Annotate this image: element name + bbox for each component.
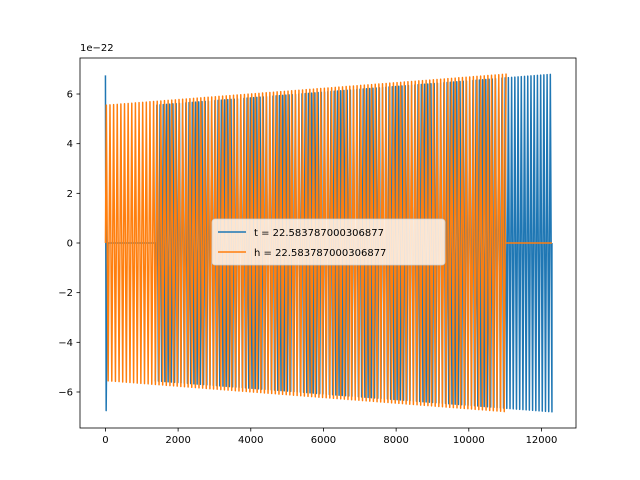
x-axis: 0 2000 4000 6000 8000 10000 12000 <box>102 428 557 446</box>
legend-box <box>211 218 446 266</box>
y-tick-label: 6 <box>67 90 73 101</box>
x-tick-label: 8000 <box>383 435 408 446</box>
x-tick-label: 2000 <box>165 435 190 446</box>
y-tick-label: 0 <box>67 239 73 250</box>
legend-entry-label: t = 22.583787000306877 <box>254 228 384 239</box>
legend-entry-label: h = 22.583787000306877 <box>254 248 386 259</box>
x-tick-label: 12000 <box>526 435 558 446</box>
y-axis-scale-label: 1e−22 <box>80 43 114 54</box>
y-tick-label: −6 <box>58 387 73 398</box>
y-tick-label: −4 <box>58 338 73 349</box>
series-line-h <box>104 73 552 413</box>
y-axis: −6 −4 −2 0 2 4 6 <box>58 90 80 398</box>
x-tick-label: 10000 <box>453 435 485 446</box>
y-tick-label: 4 <box>67 139 73 150</box>
x-tick-label: 0 <box>102 435 108 446</box>
x-tick-label: 6000 <box>311 435 336 446</box>
y-tick-label: −2 <box>58 288 73 299</box>
legend: t = 22.583787000306877 h = 22.58378700030… <box>211 218 446 266</box>
y-tick-label: 2 <box>67 189 73 200</box>
x-tick-label: 4000 <box>238 435 263 446</box>
